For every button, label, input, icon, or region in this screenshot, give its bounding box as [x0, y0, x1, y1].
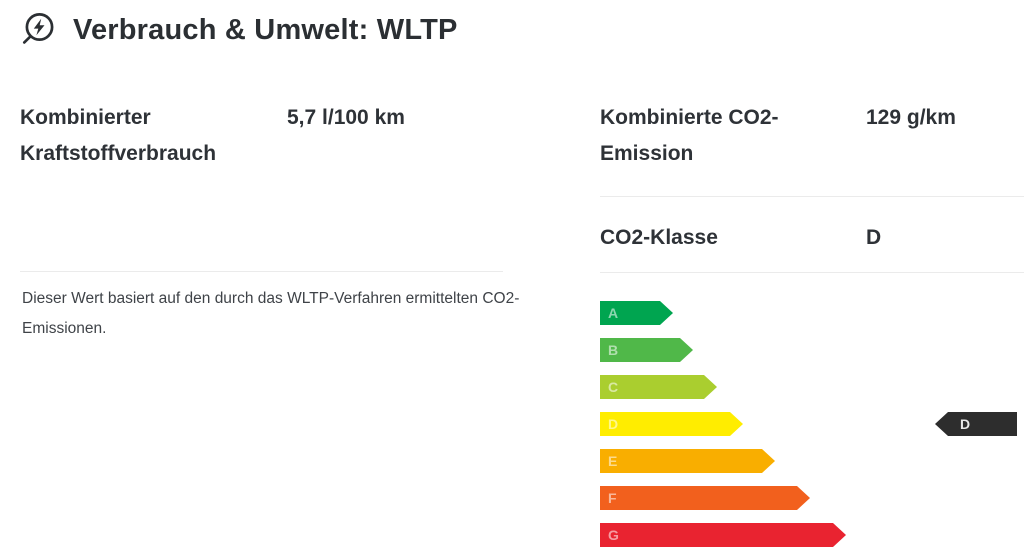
co2-class-arrow-letter: F — [608, 490, 617, 506]
co2-class-value: D — [866, 226, 882, 249]
section-header: Verbrauch & Umwelt: WLTP — [18, 8, 458, 52]
spec-row-co2-class: CO2-Klasse D — [600, 220, 1024, 256]
eco-energy-icon — [18, 9, 58, 51]
co2-class-arrow-letter: C — [608, 379, 619, 395]
co2-class-chart: A B C D E F G D — [600, 301, 1024, 558]
co2-class-arrow-g: G — [600, 523, 846, 547]
consumption-value: 5,7 l/100 km — [287, 106, 405, 129]
co2-emission-value: 129 g/km — [866, 106, 956, 129]
divider — [20, 271, 503, 272]
co2-class-label: CO2-Klasse — [600, 226, 718, 249]
co2-class-arrow-d: D — [600, 412, 743, 436]
co2-class-indicator-letter: D — [960, 416, 971, 432]
co2-class-arrow-letter: D — [608, 416, 619, 432]
divider — [600, 196, 1024, 197]
co2-class-arrow-a: A — [600, 301, 673, 325]
co2-class-arrow-letter: G — [608, 527, 619, 543]
co2-class-arrow-letter: E — [608, 453, 618, 469]
spec-row-co2-emission: Kombinierte CO2-Emission 129 g/km — [600, 100, 1024, 172]
divider — [600, 272, 1024, 273]
co2-class-arrow-letter: B — [608, 342, 619, 358]
co2-class-arrow-f: F — [600, 486, 810, 510]
spec-row-consumption: Kombinierter Kraftstoffverbrauch 5,7 l/1… — [20, 100, 504, 172]
co2-class-arrow-e: E — [600, 449, 775, 473]
co2-class-arrow-b: B — [600, 338, 693, 362]
co2-class-indicator: D — [935, 412, 1017, 436]
emission-column: Kombinierte CO2-Emission 129 g/km CO2-Kl… — [600, 96, 1024, 558]
section-title: Verbrauch & Umwelt: WLTP — [73, 14, 458, 46]
co2-class-arrow-letter: A — [608, 305, 619, 321]
co2-class-arrow-c: C — [600, 375, 717, 399]
consumption-label: Kombinierter Kraftstoffverbrauch — [20, 106, 217, 165]
co2-emission-label: Kombinierte CO2-Emission — [600, 106, 779, 165]
consumption-column: Kombinierter Kraftstoffverbrauch 5,7 l/1… — [20, 96, 519, 396]
wltp-disclaimer: Dieser Wert basiert auf den durch das WL… — [22, 290, 520, 337]
